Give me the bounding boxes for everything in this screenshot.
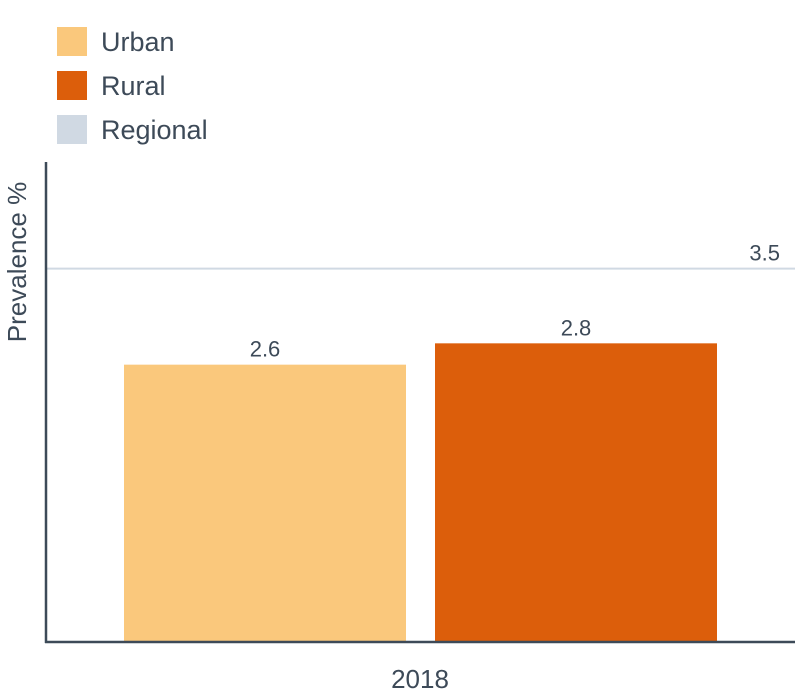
bar-rural	[435, 343, 717, 642]
legend-swatch-urban	[57, 27, 87, 56]
legend-label-rural: Rural	[101, 71, 166, 101]
reference-line-label: 3.5	[749, 241, 780, 266]
legend-swatch-rural	[57, 71, 87, 100]
legend-swatch-regional	[57, 115, 87, 144]
legend-label-urban: Urban	[101, 27, 175, 57]
legend-label-regional: Regional	[101, 115, 208, 145]
x-tick-labels: 2018	[391, 664, 449, 694]
bars-group: 2.6 2.8	[124, 315, 717, 642]
legend: Urban Rural Regional	[57, 27, 208, 145]
bar-urban	[124, 364, 406, 642]
data-label-rural: 2.8	[561, 315, 592, 340]
y-axis-label: Prevalence %	[2, 182, 32, 342]
x-tick-label-2018: 2018	[391, 664, 449, 694]
data-label-urban: 2.6	[250, 337, 281, 362]
